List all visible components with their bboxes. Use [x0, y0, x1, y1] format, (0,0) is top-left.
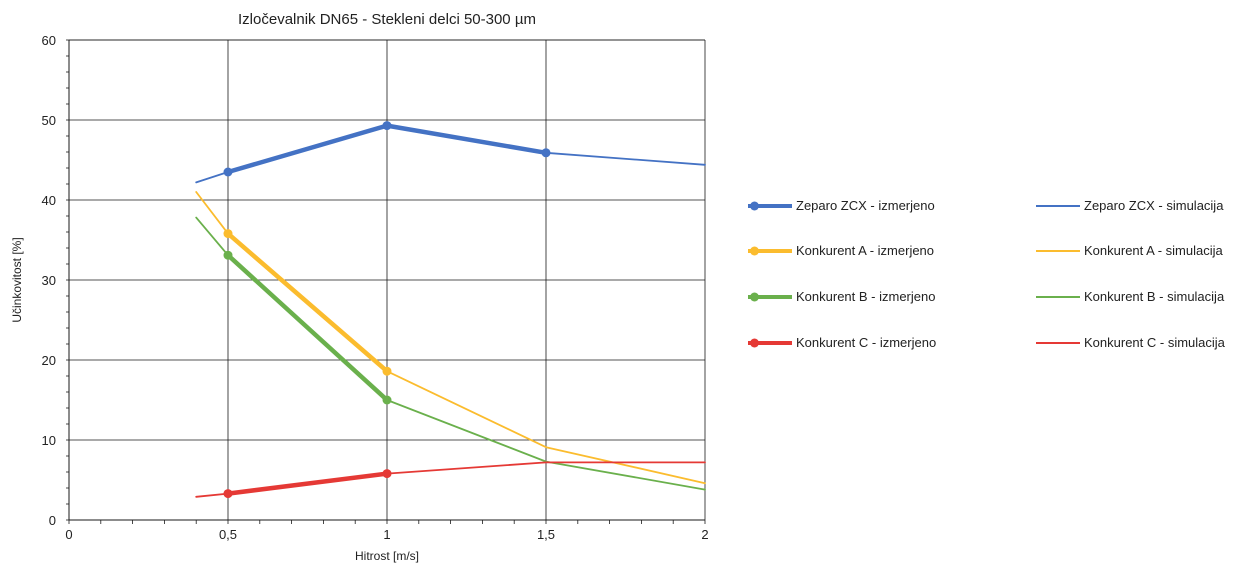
data-point-zeparo-zcx-izmerjeno — [382, 121, 392, 131]
legend-item: Konkurent C - izmerjeno — [748, 335, 936, 350]
y-tick-label: 50 — [42, 113, 56, 128]
legend-label: Konkurent C - simulacija — [1084, 335, 1225, 350]
legend-item: Konkurent B - simulacija — [1036, 289, 1224, 304]
y-tick-label: 30 — [42, 273, 56, 288]
series-line-konkurent-b-simulacija — [195, 216, 706, 491]
y-tick-label: 60 — [42, 33, 56, 48]
legend-swatch — [1036, 290, 1080, 304]
legend-item: Konkurent C - simulacija — [1036, 335, 1225, 350]
series-line-konkurent-c-simulacija — [195, 461, 706, 498]
legend-swatch — [1036, 336, 1080, 350]
x-tick-label: 1 — [383, 527, 390, 542]
x-tick-label: 0,5 — [219, 527, 237, 542]
series-line-konkurent-c-izmerjeno — [225, 471, 390, 496]
series-line-konkurent-a-simulacija — [195, 191, 706, 485]
legend-label: Konkurent C - izmerjeno — [796, 335, 937, 350]
y-tick-label: 20 — [42, 353, 56, 368]
gridlines — [69, 39, 705, 520]
legend-label: Konkurent B - izmerjeno — [796, 289, 936, 304]
x-tick-label: 2 — [701, 527, 708, 542]
y-tick-label: 10 — [42, 433, 56, 448]
data-point-konkurent-a-izmerjeno — [382, 366, 392, 376]
series-line-konkurent-a-izmerjeno — [225, 231, 390, 374]
x-axis-label: Hitrost [m/s] — [355, 549, 419, 563]
legend-swatch — [1036, 199, 1080, 213]
legend-item: Zeparo ZCX - izmerjeno — [748, 198, 935, 213]
legend-item: Konkurent B - izmerjeno — [748, 289, 935, 304]
legend-label: Zeparo ZCX - izmerjeno — [796, 198, 935, 213]
legend-label: Konkurent B - simulacija — [1084, 289, 1225, 304]
y-tick-label: 40 — [42, 193, 56, 208]
data-point-konkurent-c-izmerjeno — [382, 469, 392, 479]
y-tick-label: 0 — [49, 513, 56, 528]
legend-label: Konkurent A - simulacija — [1084, 243, 1223, 258]
data-point-zeparo-zcx-izmerjeno — [541, 148, 551, 158]
series-line-konkurent-b-izmerjeno — [225, 252, 390, 403]
data-point-konkurent-b-izmerjeno — [382, 395, 392, 405]
legend-swatch — [1036, 244, 1080, 258]
y-axis-label: Učinkovitost [%] — [10, 237, 24, 322]
series-line-zeparo-zcx-simulacija — [195, 124, 706, 184]
data-point-konkurent-a-izmerjeno — [223, 229, 233, 239]
legend-swatch — [748, 336, 792, 350]
legend-swatch — [748, 199, 792, 213]
legend-swatch — [748, 290, 792, 304]
axes: 0 10 20 30 40 50 60 0 0,5 1 1,5 2 — [42, 33, 709, 542]
legend-label: Konkurent A - izmerjeno — [796, 243, 935, 258]
series-layer — [195, 121, 706, 499]
legend-label: Zeparo ZCX - simulacija — [1084, 198, 1224, 213]
x-tick-label: 1,5 — [537, 527, 555, 542]
data-point-zeparo-zcx-izmerjeno — [223, 167, 233, 177]
legend-swatch — [748, 244, 792, 258]
data-point-konkurent-b-izmerjeno — [223, 250, 233, 260]
x-tick-label: 0 — [65, 527, 72, 542]
legend-item: Konkurent A - izmerjeno — [748, 243, 934, 258]
legend-item: Zeparo ZCX - simulacija — [1036, 198, 1223, 213]
data-point-konkurent-c-izmerjeno — [223, 489, 233, 499]
chart-title: Izločevalnik DN65 - Stekleni delci 50-30… — [238, 11, 536, 28]
legend-item: Konkurent A - simulacija — [1036, 243, 1223, 258]
